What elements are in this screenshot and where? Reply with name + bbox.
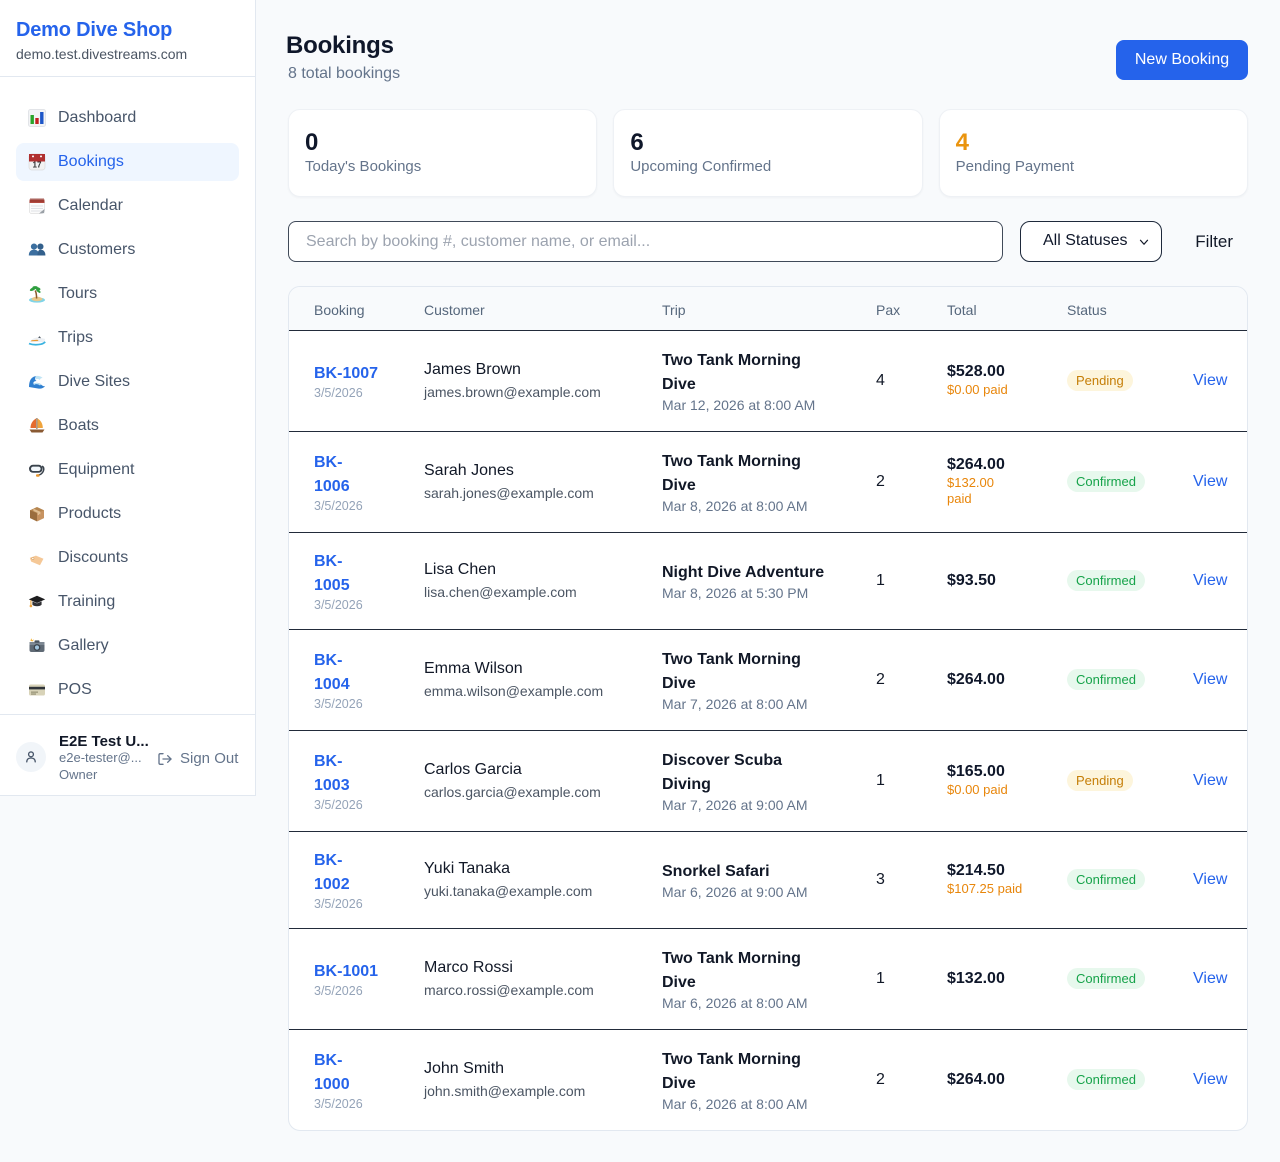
svg-text:17: 17	[33, 161, 42, 170]
